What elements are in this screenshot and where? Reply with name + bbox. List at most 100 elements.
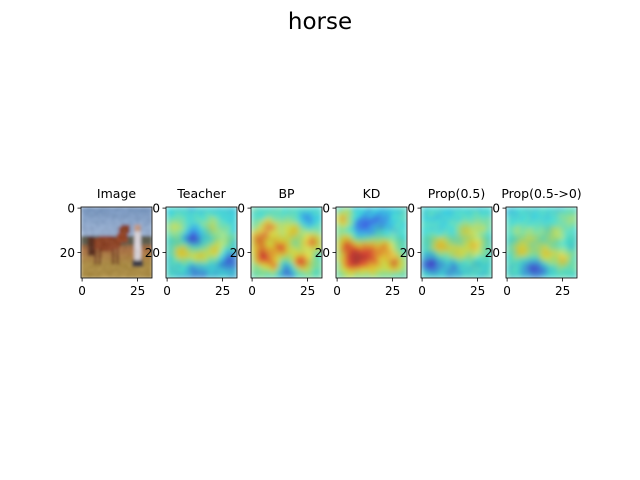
- pixel: [136, 220, 140, 223]
- pixel: [432, 231, 435, 235]
- pixel: [472, 224, 475, 228]
- pixel: [259, 213, 263, 217]
- pixel: [387, 273, 390, 277]
- pixel: [257, 244, 261, 248]
- pixel: [85, 226, 89, 230]
- pixel: [234, 207, 237, 210]
- pixel: [107, 238, 111, 241]
- pixel: [125, 213, 128, 217]
- pixel: [472, 244, 475, 248]
- pixel: [313, 275, 316, 278]
- pixel: [421, 213, 424, 217]
- pixel: [232, 249, 236, 252]
- pixel: [393, 251, 397, 254]
- pixel: [389, 224, 392, 228]
- pixel: [87, 271, 91, 274]
- pixel: [449, 262, 453, 266]
- pixel: [382, 238, 386, 241]
- pixel: [454, 226, 457, 230]
- pixel: [317, 224, 321, 228]
- pixel: [284, 240, 287, 243]
- pixel: [120, 246, 124, 250]
- pixel: [367, 224, 370, 228]
- pixel: [83, 231, 86, 235]
- pixel: [214, 249, 218, 252]
- pixel: [402, 224, 406, 228]
- pixel: [487, 226, 491, 230]
- pixel: [147, 275, 151, 278]
- pixel: [127, 264, 131, 268]
- pixel: [107, 275, 111, 278]
- pixel: [230, 262, 233, 266]
- pixel: [253, 213, 256, 217]
- pixel: [342, 218, 346, 221]
- saliency-heatmap: [421, 207, 492, 278]
- pixel: [149, 231, 152, 235]
- pixel: [367, 207, 370, 210]
- pixel: [393, 260, 397, 263]
- pixel: [228, 258, 231, 261]
- pixel: [480, 215, 484, 219]
- pixel: [421, 253, 424, 257]
- pixel: [194, 242, 198, 246]
- pixel: [230, 264, 233, 268]
- pixel: [351, 262, 355, 266]
- pixel: [313, 240, 316, 243]
- pixel: [210, 249, 213, 252]
- pixel: [429, 255, 433, 259]
- pixel: [132, 224, 135, 228]
- pixel: [402, 262, 406, 266]
- pixel: [266, 242, 270, 246]
- pixel: [179, 249, 182, 252]
- pixel: [456, 251, 460, 254]
- pixel: [478, 233, 482, 237]
- pixel: [98, 266, 102, 270]
- pixel: [295, 269, 298, 272]
- pixel: [89, 246, 93, 250]
- pixel: [118, 207, 122, 210]
- pixel: [268, 207, 272, 210]
- pixel: [362, 229, 366, 232]
- pixel: [87, 262, 91, 266]
- pixel: [219, 224, 222, 228]
- pixel: [85, 266, 89, 270]
- pixel: [454, 249, 457, 252]
- pixel: [353, 271, 357, 274]
- pixel: [225, 218, 229, 221]
- pixel: [132, 209, 135, 212]
- pixel: [262, 215, 265, 219]
- pixel: [382, 244, 386, 248]
- pixel: [107, 211, 111, 215]
- pixel: [270, 218, 274, 221]
- pixel: [378, 207, 381, 210]
- pixel: [429, 209, 433, 212]
- pixel: [489, 215, 492, 219]
- pixel: [118, 238, 122, 241]
- pixel: [190, 251, 194, 254]
- pixel: [270, 222, 274, 226]
- pixel: [299, 264, 303, 268]
- pixel: [384, 215, 388, 219]
- pixel: [166, 231, 169, 235]
- pixel: [456, 211, 460, 215]
- pixel: [395, 262, 399, 266]
- pixel: [210, 242, 213, 246]
- pixel: [103, 224, 106, 228]
- pixel: [449, 244, 453, 248]
- pixel: [205, 255, 209, 259]
- pixel: [232, 235, 236, 239]
- pixel: [255, 269, 259, 272]
- pixel: [194, 207, 198, 210]
- pixel: [336, 273, 339, 277]
- pixel: [380, 211, 383, 215]
- pixel: [134, 209, 137, 212]
- pixel: [421, 244, 424, 248]
- pixel: [295, 264, 298, 268]
- pixel: [438, 260, 442, 263]
- pixel: [369, 269, 372, 272]
- pixel: [268, 251, 272, 254]
- pixel: [384, 275, 388, 278]
- pixel: [199, 273, 202, 277]
- pixel: [234, 211, 237, 215]
- pixel: [336, 211, 339, 215]
